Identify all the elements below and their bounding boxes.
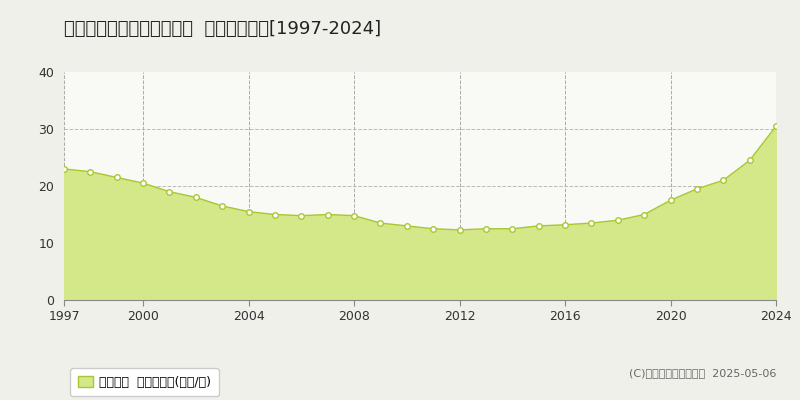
Text: 札幌市手稲区西宮の沢一条  基準地価推移[1997-2024]: 札幌市手稲区西宮の沢一条 基準地価推移[1997-2024]	[64, 20, 381, 38]
Text: (C)土地価格ドットコム  2025-05-06: (C)土地価格ドットコム 2025-05-06	[629, 368, 776, 378]
Legend: 基準地価  平均坪単価(万円/坪): 基準地価 平均坪単価(万円/坪)	[70, 368, 218, 396]
